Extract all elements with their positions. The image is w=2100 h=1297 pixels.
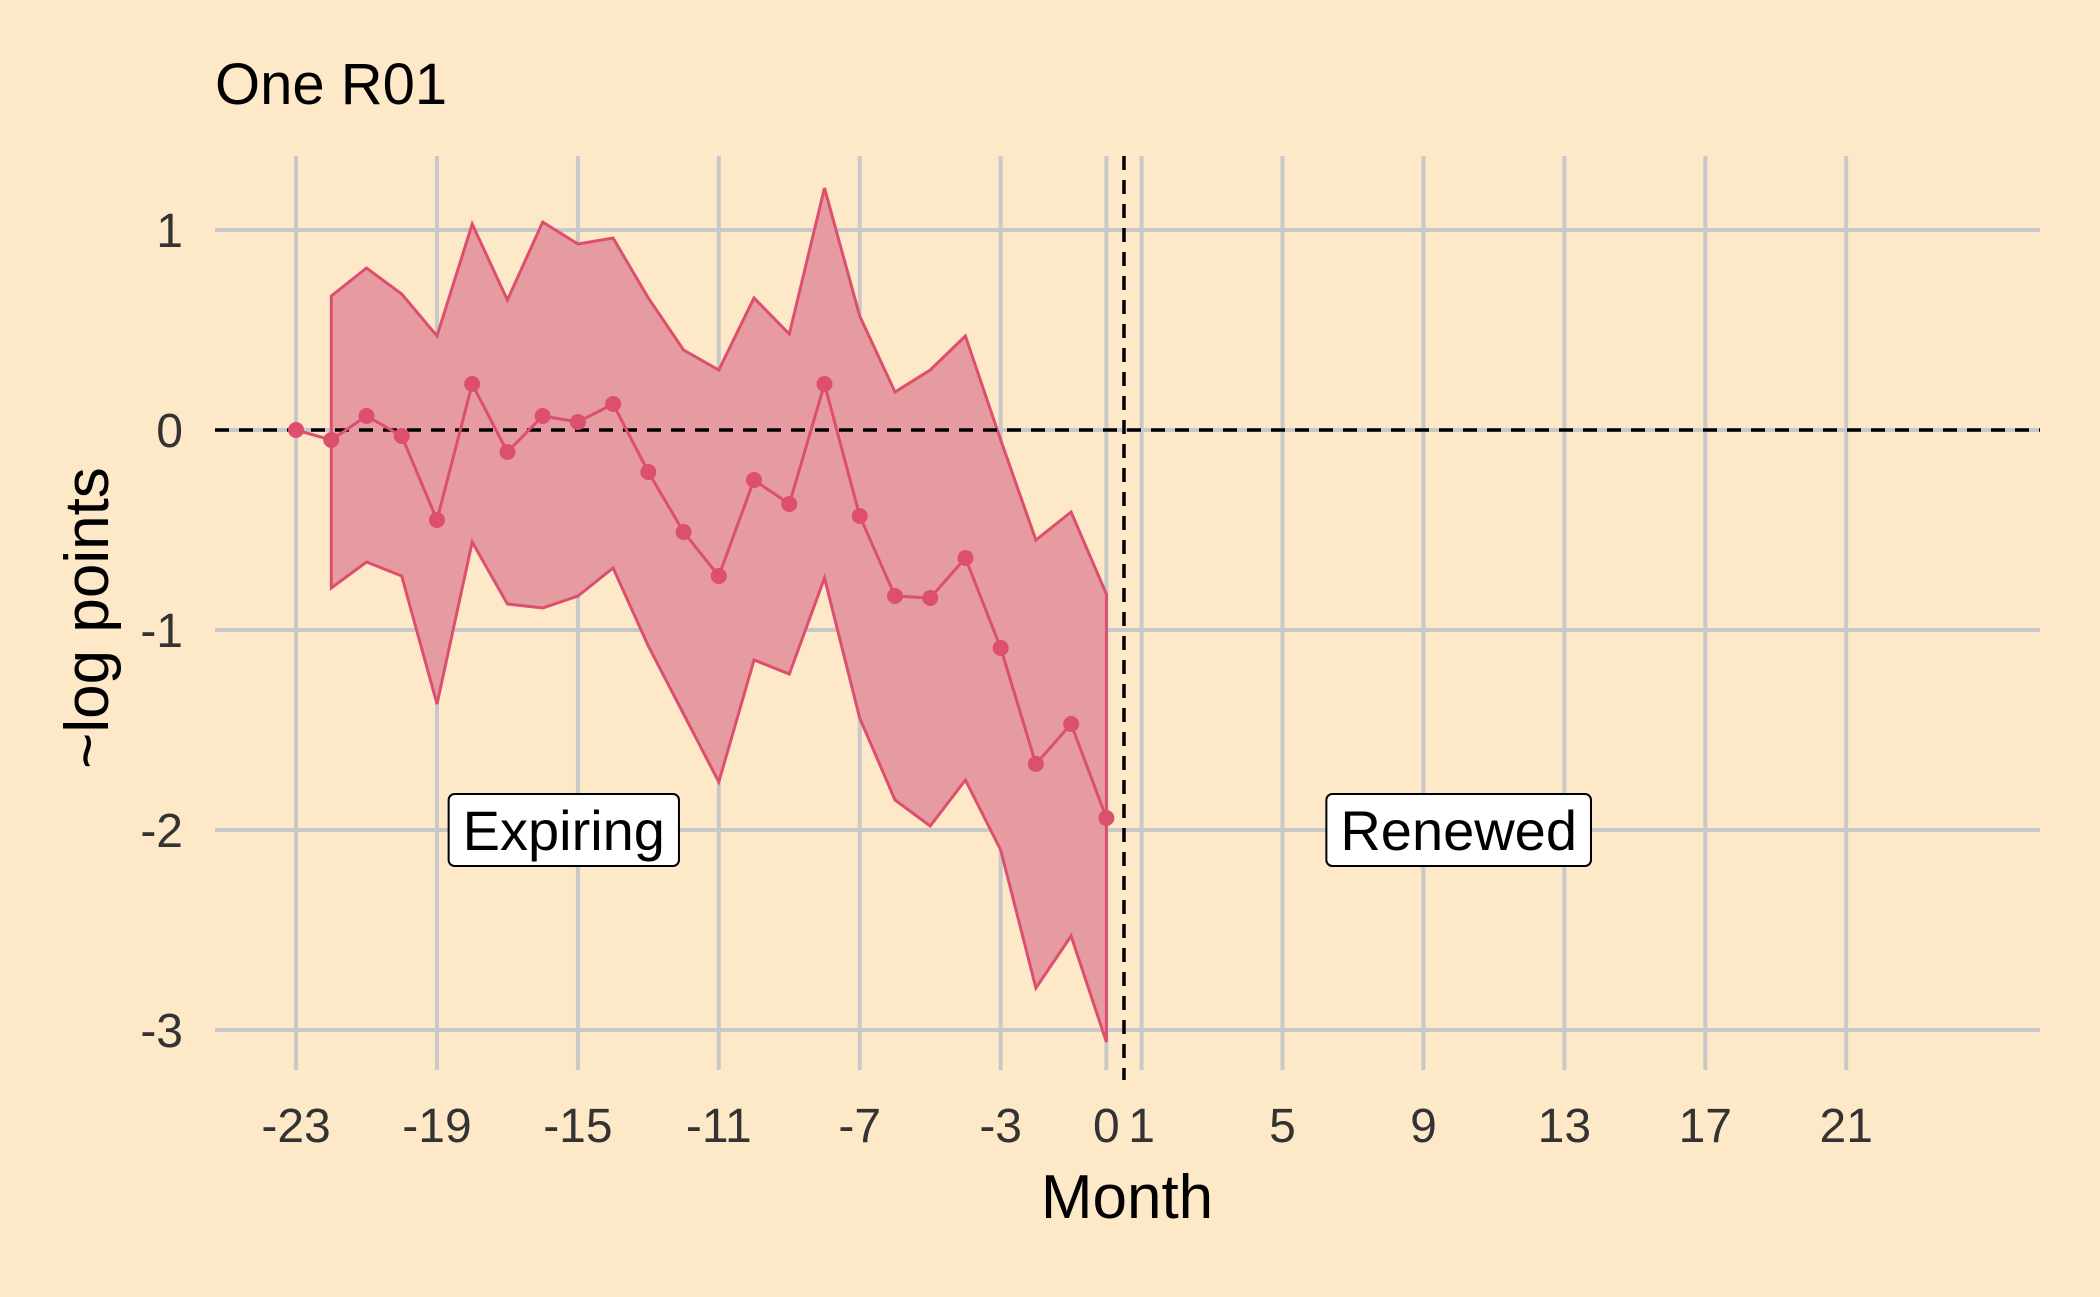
data-point — [358, 408, 375, 424]
data-point — [992, 640, 1009, 656]
data-point — [605, 396, 622, 412]
y-tick-label: 0 — [156, 405, 183, 458]
x-tick-label: -19 — [402, 1100, 471, 1153]
x-axis-title: Month — [1041, 1163, 1213, 1232]
x-tick-label: -3 — [979, 1100, 1022, 1153]
data-point — [746, 472, 763, 488]
data-point — [851, 508, 868, 524]
data-point — [710, 568, 727, 584]
data-point — [393, 428, 410, 444]
series-layer — [288, 376, 1115, 826]
data-point — [957, 550, 974, 566]
annotation-label: Renewed — [1325, 793, 1592, 867]
data-point — [1098, 810, 1115, 826]
annotation-text: Expiring — [463, 799, 665, 862]
data-point — [781, 496, 798, 512]
data-point — [534, 408, 551, 424]
data-point — [323, 432, 340, 448]
data-point — [1027, 756, 1044, 772]
y-tick-label: 1 — [156, 205, 183, 258]
y-tick-label: -3 — [140, 1005, 183, 1058]
data-point — [640, 464, 657, 480]
x-tick-label: 1 — [1128, 1100, 1155, 1153]
x-tick-label: 21 — [1820, 1100, 1873, 1153]
data-point — [569, 414, 586, 430]
x-tick-label: 0 — [1093, 1100, 1120, 1153]
x-tick-label: -7 — [838, 1100, 881, 1153]
annotation-text: Renewed — [1340, 799, 1577, 862]
data-point — [675, 524, 692, 540]
x-tick-label: -23 — [261, 1100, 330, 1153]
annotation-box — [1325, 793, 1592, 867]
chart-title: One R01 — [215, 52, 447, 117]
annotation-box — [447, 793, 680, 867]
annotation-label: Expiring — [447, 793, 680, 867]
data-point — [428, 512, 445, 528]
y-tick-label: -1 — [140, 605, 183, 658]
data-point — [499, 444, 516, 460]
data-point — [922, 590, 939, 606]
annotations: Expiring Renewed — [447, 793, 1592, 867]
reference-lines — [215, 156, 2040, 1080]
data-point — [288, 422, 305, 438]
tick-labels: -23 -19 -15 -11 -7 -3 0 1 5 9 13 17 21-3-2-101 — [140, 205, 1873, 1153]
y-tick-label: -2 — [140, 805, 183, 858]
ci-band-layer — [329, 187, 1108, 1043]
data-point — [464, 376, 481, 392]
x-tick-label: -11 — [686, 1100, 752, 1153]
data-point — [816, 376, 833, 392]
data-point — [886, 588, 903, 604]
series-line — [295, 378, 1108, 819]
y-axis-title: ~log points — [53, 467, 122, 769]
ci-band — [329, 187, 1108, 1043]
x-tick-label: 9 — [1410, 1100, 1437, 1153]
x-tick-label: -15 — [543, 1100, 612, 1153]
x-tick-label: 13 — [1538, 1100, 1591, 1153]
x-tick-label: 5 — [1269, 1100, 1296, 1153]
x-tick-label: 17 — [1679, 1100, 1732, 1153]
data-point — [1063, 716, 1080, 732]
